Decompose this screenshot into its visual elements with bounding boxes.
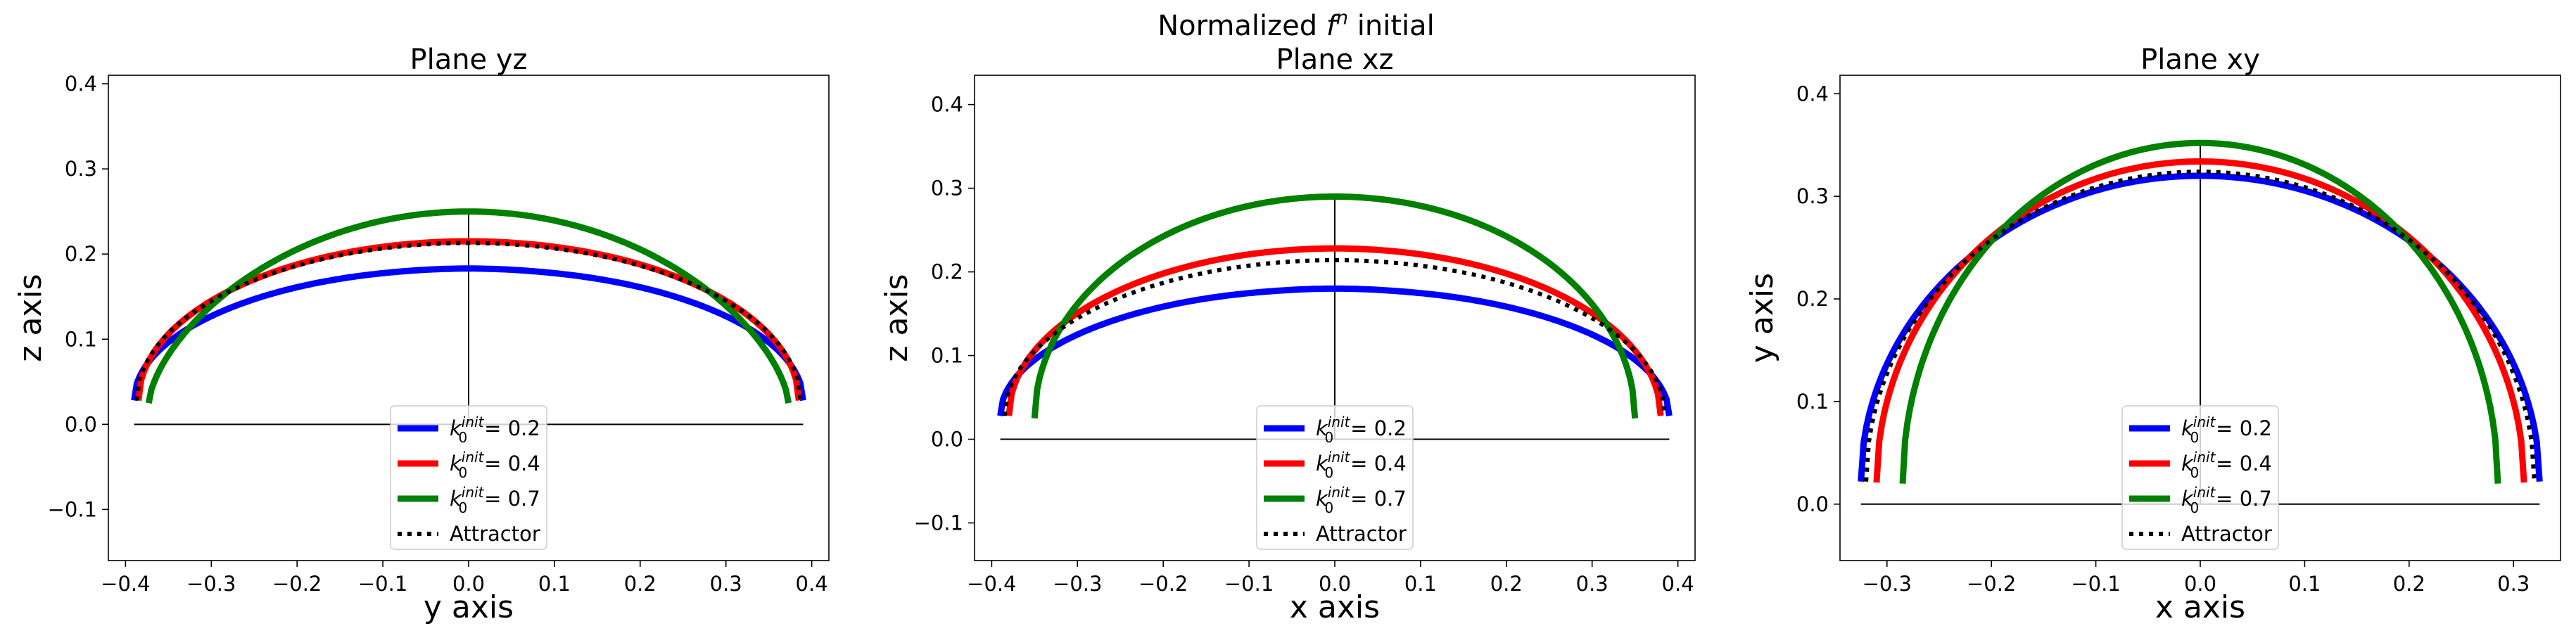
x-tick-label: 0.1 [538,572,571,596]
legend-label: kinit 0 = 0.7 [2181,484,2272,516]
x-tick-label: −0.3 [186,572,236,596]
series-line-k0-0-7 [145,208,792,404]
legend-label: kinit 0 = 0.2 [1316,414,1407,446]
x-tick-label: −0.1 [1224,572,1274,596]
y-tick-label: 0.1 [65,327,97,351]
y-tick-label: 0.2 [65,242,97,266]
x-axis-label: x axis [1290,589,1380,625]
series-line-k0-0-7 [1031,193,1639,419]
x-tick-label: −0.4 [101,572,150,596]
series-line-attractor [1002,257,1668,416]
x-tick-label: −0.2 [1138,572,1188,596]
y-tick-label: 0.1 [931,344,963,368]
x-tick-label: −0.1 [358,572,407,596]
panel-title: Plane xy [2140,44,2260,76]
y-tick-label: 0.2 [931,260,963,284]
y-tick-label: 0.3 [1796,184,1829,208]
x-axis-label: x axis [2155,589,2245,625]
y-tick-label: 0.1 [1796,390,1829,414]
x-tick-label: 0.2 [1490,572,1523,596]
panel-plane-yz: Plane yz −0.4 −0.3 −0.2 −0.1 0.0 0.1 0.2 0.3 0.4 −… [13,44,830,625]
x-tick-label: 0.0 [2184,572,2216,596]
legend-label: Attractor [450,522,540,546]
x-tick-label: 0.3 [2497,572,2530,596]
x-tick-label: 0.0 [1319,572,1351,596]
y-tick-label: 0.3 [931,177,963,200]
y-tick-label: 0.3 [65,157,97,181]
y-tick-label: 0.4 [1796,82,1829,106]
series-line-attractor [1864,170,2537,482]
panel-title: Plane xz [1276,44,1393,76]
legend-box [390,405,547,550]
series-line-attractor [134,241,803,401]
x-tick-label: −0.2 [1967,572,2016,596]
legend-label: kinit 0 = 0.4 [2181,449,2272,481]
y-tick-label: 0.4 [931,93,963,117]
x-tick-label: 0.0 [452,572,485,596]
series-line-k0-0-2 [131,265,806,402]
panel-plane-xz: Plane xz −0.4 −0.3 −0.2 −0.1 0.0 0.1 0.2 0.3 0.4 −… [879,44,1696,625]
x-tick-label: 0.4 [796,572,828,596]
x-tick-label: −0.4 [967,572,1016,596]
y-axis-label: y axis [1744,273,1780,363]
series-line-k0-0-2 [997,285,1673,416]
legend-label: Attractor [1316,522,1407,546]
x-tick-label: −0.3 [1053,572,1102,596]
y-tick-label: 0.0 [1796,492,1829,516]
x-tick-label: 0.1 [2288,572,2321,596]
series-line-k0-0-4 [1005,245,1664,416]
y-tick-label: −0.1 [48,497,97,521]
x-tick-label: 0.3 [1576,572,1609,596]
y-tick-label: 0.0 [65,412,97,436]
x-tick-label: 0.2 [2393,572,2425,596]
panel-plane-xy: Plane xy −0.3 −0.2 −0.1 0.0 0.1 0.2 0.3 0.0 0.1 0.… [1744,44,2561,625]
series-line-k0-0-4 [1873,158,2527,483]
legend-label: kinit 0 = 0.4 [450,449,540,481]
legend-box [1256,405,1414,550]
x-tick-label: −0.3 [1863,572,1912,596]
figure-title-main: Normalized [1157,10,1326,42]
legend-label: kinit 0 = 0.4 [1316,449,1407,481]
y-tick-label: 0.2 [1796,287,1829,311]
legend-label: kinit 0 = 0.7 [1316,484,1407,516]
x-tick-label: −0.2 [272,572,322,596]
y-axis-label: z axis [13,274,49,362]
panel-title: Plane yz [410,44,527,76]
x-tick-label: −0.1 [2071,572,2120,596]
x-tick-label: 0.3 [710,572,742,596]
x-tick-label: 0.1 [1404,572,1437,596]
legend-label: kinit 0 = 0.2 [2181,414,2272,446]
figure-title: Normalized fn initial [1157,7,1435,42]
y-axis-label: z axis [879,274,915,362]
y-tick-label: 0.0 [931,428,963,452]
x-axis-label: y axis [424,589,514,625]
legend-label: kinit 0 = 0.7 [450,484,540,516]
legend-label: kinit 0 = 0.2 [450,414,540,446]
y-tick-label: 0.4 [65,72,97,96]
y-tick-label: −0.1 [914,511,963,535]
legend-box [2121,405,2279,550]
x-tick-label: 0.2 [624,572,656,596]
x-tick-label: 0.4 [1662,572,1694,596]
legend-label: Attractor [2181,522,2272,546]
